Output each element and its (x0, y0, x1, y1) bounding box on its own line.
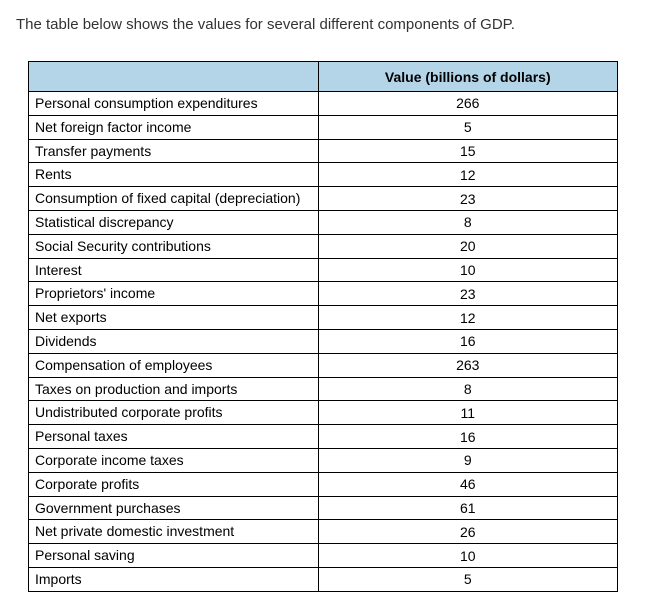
table-row: Rents12 (29, 163, 618, 187)
table-row: Social Security contributions20 (29, 234, 618, 258)
row-label: Rents (29, 163, 319, 187)
row-value: 10 (318, 258, 617, 282)
row-value: 23 (318, 187, 617, 211)
row-value: 16 (318, 425, 617, 449)
row-value: 266 (318, 92, 617, 116)
row-label: Net private domestic investment (29, 520, 319, 544)
row-value: 5 (318, 115, 617, 139)
row-label: Consumption of fixed capital (depreciati… (29, 187, 319, 211)
row-value: 8 (318, 210, 617, 234)
table-row: Personal taxes16 (29, 425, 618, 449)
row-label: Corporate profits (29, 472, 319, 496)
table-row: Interest10 (29, 258, 618, 282)
table-row: Proprietors' income23 (29, 282, 618, 306)
row-label: Undistributed corporate profits (29, 401, 319, 425)
row-label: Net exports (29, 306, 319, 330)
row-value: 23 (318, 282, 617, 306)
row-label: Corporate income taxes (29, 448, 319, 472)
row-label: Net foreign factor income (29, 115, 319, 139)
table-row: Imports5 (29, 567, 618, 591)
row-value: 15 (318, 139, 617, 163)
row-value: 263 (318, 353, 617, 377)
table-row: Statistical discrepancy8 (29, 210, 618, 234)
row-value: 10 (318, 544, 617, 568)
row-value: 8 (318, 377, 617, 401)
row-label: Transfer payments (29, 139, 319, 163)
intro-text: The table below shows the values for sev… (16, 16, 650, 33)
row-label: Proprietors' income (29, 282, 319, 306)
table-row: Transfer payments15 (29, 139, 618, 163)
row-value: 20 (318, 234, 617, 258)
table-row: Net private domestic investment26 (29, 520, 618, 544)
row-label: Interest (29, 258, 319, 282)
table-row: Net exports12 (29, 306, 618, 330)
row-value: 12 (318, 163, 617, 187)
table-row: Taxes on production and imports8 (29, 377, 618, 401)
row-label: Personal taxes (29, 425, 319, 449)
row-value: 5 (318, 567, 617, 591)
table-row: Compensation of employees263 (29, 353, 618, 377)
row-value: 61 (318, 496, 617, 520)
row-value: 9 (318, 448, 617, 472)
column-header-value: Value (billions of dollars) (318, 62, 617, 92)
row-label: Dividends (29, 329, 319, 353)
table-body: Personal consumption expenditures266Net … (29, 92, 618, 592)
column-header-label (29, 62, 319, 92)
row-label: Statistical discrepancy (29, 210, 319, 234)
row-value: 11 (318, 401, 617, 425)
table-header-row: Value (billions of dollars) (29, 62, 618, 92)
table-row: Government purchases61 (29, 496, 618, 520)
table-row: Personal saving10 (29, 544, 618, 568)
row-label: Compensation of employees (29, 353, 319, 377)
row-value: 26 (318, 520, 617, 544)
row-label: Social Security contributions (29, 234, 319, 258)
row-label: Personal saving (29, 544, 319, 568)
table-row: Personal consumption expenditures266 (29, 92, 618, 116)
table-row: Corporate profits46 (29, 472, 618, 496)
table-row: Corporate income taxes9 (29, 448, 618, 472)
table-row: Dividends16 (29, 329, 618, 353)
gdp-components-table: Value (billions of dollars) Personal con… (28, 61, 618, 592)
table-row: Net foreign factor income5 (29, 115, 618, 139)
table-row: Consumption of fixed capital (depreciati… (29, 187, 618, 211)
row-label: Government purchases (29, 496, 319, 520)
row-label: Taxes on production and imports (29, 377, 319, 401)
table-row: Undistributed corporate profits11 (29, 401, 618, 425)
row-value: 46 (318, 472, 617, 496)
row-label: Personal consumption expenditures (29, 92, 319, 116)
row-value: 16 (318, 329, 617, 353)
row-label: Imports (29, 567, 319, 591)
row-value: 12 (318, 306, 617, 330)
